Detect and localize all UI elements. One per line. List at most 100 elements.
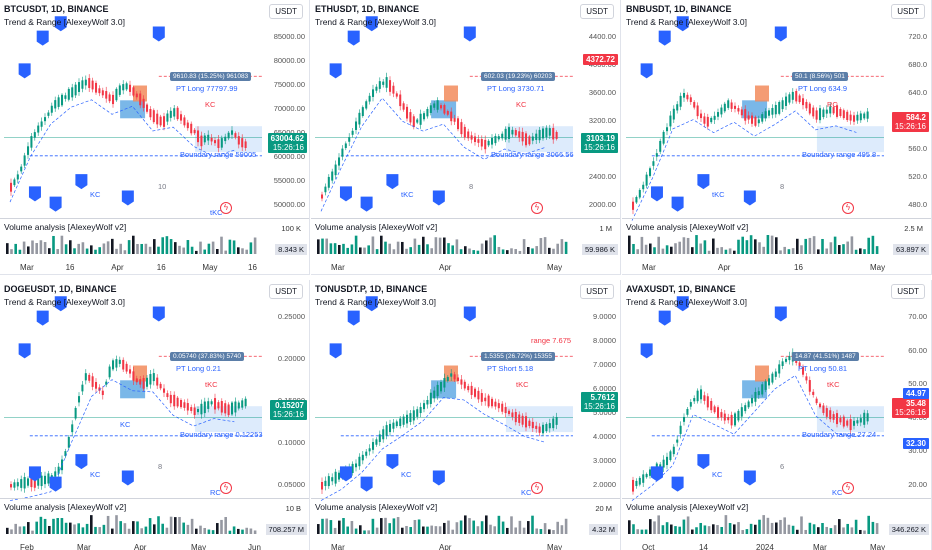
candle [152,110,155,123]
signal-marker [347,30,360,46]
trend-line [320,97,546,212]
candle [846,111,849,121]
symbol-title[interactable]: BNBUSDT, 1D, BINANCE [626,4,732,14]
symbol-title[interactable]: ETHUSDT, 1D, BINANCE [315,4,420,14]
lightning-icon[interactable]: ϟ [220,482,232,494]
volume-indicator-label[interactable]: Volume analysis [AlexeyWolf v2] [4,222,127,232]
signal-marker [75,174,88,190]
candle [30,136,33,148]
indicator-label[interactable]: Trend & Range [AlexeyWolf 3.0] [4,297,125,307]
candle [761,114,764,122]
candle [723,413,726,421]
candle [173,108,176,117]
price-chart[interactable] [311,0,621,275]
candle [416,409,419,417]
indicator-label[interactable]: Trend & Range [AlexeyWolf 3.0] [315,297,436,307]
currency-badge[interactable]: USDT [891,4,925,19]
currency-badge[interactable]: USDT [580,284,614,299]
lightning-icon[interactable]: ϟ [842,482,854,494]
price-axis-label: 480.0 [908,200,927,209]
candle [231,130,234,135]
candle [768,110,771,116]
candle [686,94,689,100]
lightning-icon[interactable]: ϟ [842,202,854,214]
candle [210,137,213,142]
volume-axis-label: 1 M [599,224,612,233]
chart-panel-3[interactable]: BNBUSDT, 1D, BINANCE Trend & Range [Alexe… [622,0,932,275]
time-axis-label: Apr [718,263,731,272]
indicator-label[interactable]: Trend & Range [AlexeyWolf 3.0] [315,17,436,27]
reversal-box [755,85,769,102]
price-chart[interactable] [311,280,621,550]
currency-badge[interactable]: USDT [891,284,925,299]
indicator-label[interactable]: Trend & Range [AlexeyWolf 3.0] [4,17,125,27]
price-axis-label: 65000.00 [265,128,305,137]
symbol-title[interactable]: DOGEUSDT, 1D, BINANCE [4,284,117,294]
price-axis-label: 2400.00 [588,172,616,181]
measure-label: 50.1 (8.56%) 501 [792,72,848,81]
volume-indicator-label[interactable]: Volume analysis [AlexeyWolf v2] [315,222,438,232]
candle [368,448,371,452]
candle [436,100,439,110]
candle [545,424,548,432]
candle [734,105,737,109]
candle [429,105,432,113]
chart-panel-1[interactable]: BTCUSDT, 1D, BINANCE Trend & Range [Alexe… [0,0,310,275]
candle [467,386,470,391]
price-chart[interactable] [622,280,932,550]
candle [203,401,206,414]
candle [88,78,91,88]
signal-marker [152,306,165,322]
candle [378,81,381,89]
currency-badge[interactable]: USDT [269,4,303,19]
candle [788,356,791,361]
chart-panel-2[interactable]: ETHUSDT, 1D, BINANCE Trend & Range [Alexe… [311,0,621,275]
chart-panel-5[interactable]: TONUSDT.P, 1D, BINANCE Trend & Range [Ale… [311,280,621,550]
time-axis-label: Mar [331,263,345,272]
candle [531,136,534,141]
volume-indicator-label[interactable]: Volume analysis [AlexeyWolf v2] [4,502,127,512]
candle [480,393,483,402]
time-axis-label: Apr [439,263,452,272]
symbol-title[interactable]: AVAXUSDT, 1D, BINANCE [626,284,736,294]
chart-panel-4[interactable]: DOGEUSDT, 1D, BINANCE Trend & Range [Alex… [0,280,310,550]
lightning-icon[interactable]: ϟ [531,202,543,214]
symbol-title[interactable]: TONUSDT.P, 1D, BINANCE [315,284,428,294]
indicator-label[interactable]: Trend & Range [AlexeyWolf 3.0] [626,17,747,27]
chart-panel-6[interactable]: AVAXUSDT, 1D, BINANCE Trend & Range [Alex… [622,280,932,550]
volume-separator [311,218,620,219]
volume-indicator-label[interactable]: Volume analysis [AlexeyWolf v2] [315,502,438,512]
volume-indicator-label[interactable]: Volume analysis [AlexeyWolf v2] [626,222,749,232]
candle [450,111,453,122]
symbol-title[interactable]: BTCUSDT, 1D, BINANCE [4,4,109,14]
candle [508,410,511,415]
candle [460,379,463,385]
kc-label: KC [120,420,131,429]
indicator-label[interactable]: Trend & Range [AlexeyWolf 3.0] [626,297,747,307]
volume-indicator-label[interactable]: Volume analysis [AlexeyWolf v2] [626,502,749,512]
price-axis-label: 70000.00 [273,104,305,113]
candle [635,480,638,487]
price-chart[interactable] [622,0,932,275]
candle [440,382,443,392]
candle [173,394,176,407]
trend-line [9,99,235,203]
countdown-value: 15:26:16 [894,408,926,418]
candle [101,390,104,396]
candle [88,374,91,381]
candle [406,106,409,119]
candle [659,464,662,468]
candle [214,398,217,410]
lightning-icon[interactable]: ϟ [220,202,232,214]
candle [856,420,859,424]
candle [129,84,132,92]
candle [774,104,777,115]
lightning-icon[interactable]: ϟ [531,482,543,494]
candle [27,146,30,155]
pt-label: PT Short 5.18 [487,364,534,373]
currency-badge[interactable]: USDT [269,284,303,299]
candle [771,373,774,383]
price-chart[interactable] [0,0,310,275]
candle [781,100,784,110]
currency-badge[interactable]: USDT [580,4,614,19]
